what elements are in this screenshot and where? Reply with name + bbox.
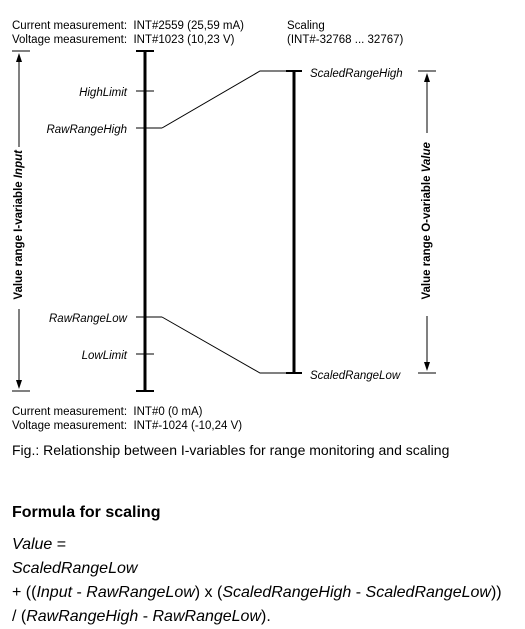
formula-l4-rrh: RawRangeHigh	[26, 608, 138, 625]
formula-line-3: + ((Input - RawRangeLow) x (ScaledRangeH…	[12, 581, 502, 605]
output-axis-label-prefix: Value range O-variable	[421, 172, 433, 299]
scaling-range: (INT#-32768 ... 32767)	[287, 34, 404, 46]
formula-heading: Formula for scaling	[12, 503, 160, 523]
tick-raw-range-low: RawRangeLow	[49, 313, 128, 325]
top-voltage-measurement: Voltage measurement: INT#1023 (10,23 V)	[12, 34, 235, 46]
input-arrow-head-down	[16, 380, 22, 389]
formula-line-4: / (RawRangeHigh - RawRangeLow).	[12, 605, 502, 629]
scaling-formula: Value = ScaledRangeLow + ((Input - RawRa…	[12, 533, 502, 629]
tick-scaled-range-high: ScaledRangeHigh	[310, 68, 403, 80]
tick-high-limit: HighLimit	[79, 87, 128, 99]
output-axis	[286, 70, 302, 374]
input-axis-label-var: Input	[13, 149, 25, 178]
tick-low-limit: LowLimit	[82, 350, 128, 362]
tick-scaled-range-low: ScaledRangeLow	[310, 370, 401, 382]
output-axis-label-var: Value	[421, 141, 433, 172]
bottom-voltage-measurement: Voltage measurement: INT#-1024 (-10,24 V…	[12, 420, 242, 432]
formula-l4-b: -	[138, 608, 152, 625]
formula-l3-a: + ((	[12, 584, 36, 601]
input-axis	[136, 50, 162, 392]
formula-l3-d: -	[351, 584, 365, 601]
scaling-diagram: Current measurement: INT#2559 (25,59 mA)…	[0, 0, 525, 440]
output-axis-label: Value range O-variable Value	[421, 132, 433, 315]
figure-caption: Fig.: Relationship between I-variables f…	[12, 441, 449, 459]
output-arrow-head-up	[424, 73, 430, 82]
formula-value-var: Value	[12, 536, 52, 553]
formula-line-2: ScaledRangeLow	[12, 557, 502, 581]
formula-l3-e: ))	[491, 584, 502, 601]
scaling-title: Scaling	[287, 20, 325, 32]
formula-l3-srl: ScaledRangeLow	[366, 584, 491, 601]
mapping-line-high	[162, 71, 288, 128]
formula-l4-rrl: RawRangeLow	[153, 608, 262, 625]
formula-l4-a: / (	[12, 608, 26, 625]
formula-l3-input: Input	[36, 584, 72, 601]
formula-line-1: Value =	[12, 533, 502, 557]
mapping-line-low	[162, 317, 288, 373]
formula-l3-b: -	[72, 584, 86, 601]
formula-l4-c: ).	[261, 608, 271, 625]
input-axis-label-prefix: Value range I-variable	[13, 178, 25, 299]
top-current-measurement: Current measurement: INT#2559 (25,59 mA)	[12, 20, 244, 32]
bottom-current-measurement: Current measurement: INT#0 (0 mA)	[12, 406, 203, 418]
formula-equals: =	[52, 536, 66, 553]
formula-l3-c: ) x (	[195, 584, 223, 601]
formula-l3-rrl: RawRangeLow	[86, 584, 195, 601]
formula-l3-srh: ScaledRangeHigh	[222, 584, 351, 601]
input-arrow-head-up	[16, 53, 22, 62]
input-axis-label: Value range I-variable Input	[13, 140, 25, 315]
output-arrow-head-down	[424, 362, 430, 371]
tick-raw-range-high: RawRangeHigh	[46, 124, 127, 136]
